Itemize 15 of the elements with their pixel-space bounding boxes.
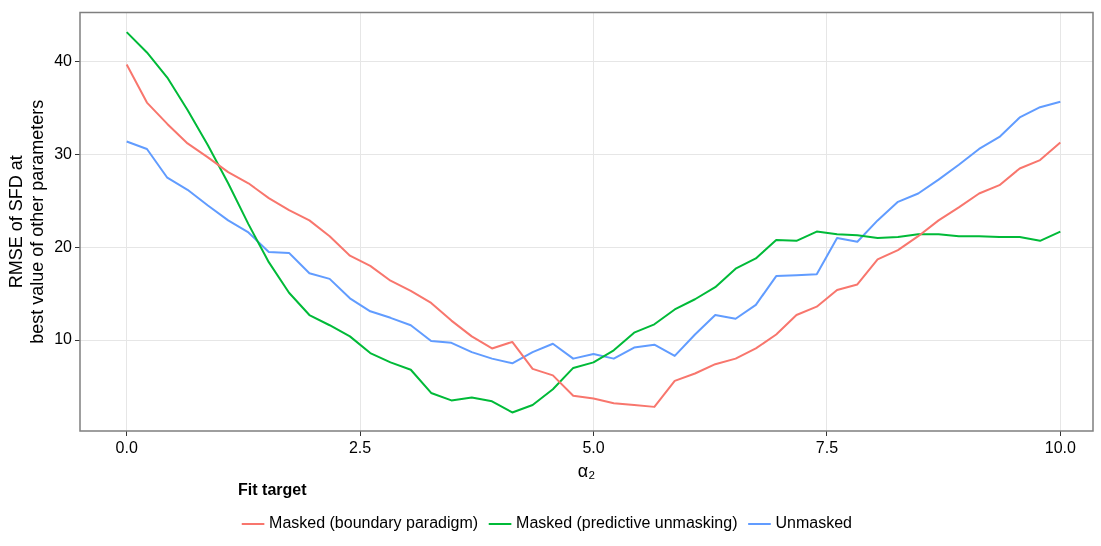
x-tick-label: 5.0: [582, 439, 605, 457]
y-tick-label: 30: [54, 144, 73, 162]
x-tick-label: 7.5: [815, 439, 839, 457]
y-tick-label: 10: [54, 330, 73, 348]
legend-label: Unmasked: [775, 514, 852, 532]
y-tick-label: 40: [54, 52, 73, 70]
y-tick-label: 20: [54, 237, 73, 255]
legend-title: Fit target: [238, 481, 308, 499]
x-axis-title: α₂: [577, 460, 596, 481]
x-tick-label: 10.0: [1044, 439, 1076, 457]
legend-label: Masked (boundary paradigm): [269, 514, 479, 532]
legend-label: Masked (predictive unmasking): [516, 514, 738, 532]
x-tick-label: 0.0: [115, 439, 138, 457]
x-tick-label: 2.5: [348, 439, 372, 457]
y-axis-title: RMSE of SFD at best value of other parameters: [5, 99, 48, 344]
